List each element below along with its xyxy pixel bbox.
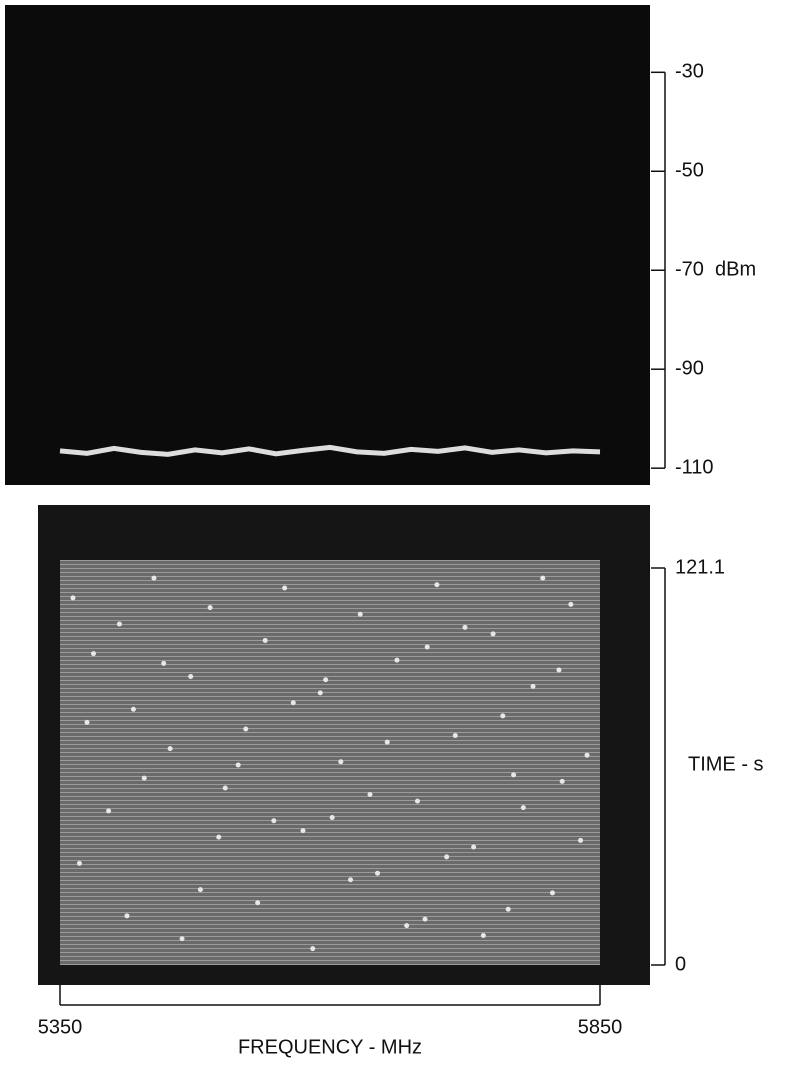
y-axis-label: TIME - s	[688, 753, 764, 775]
event-dot	[584, 752, 590, 758]
event-dot	[271, 818, 277, 824]
y-tick-label: -70	[675, 259, 704, 281]
x-tick-label: 5350	[38, 1016, 83, 1038]
event-dot	[414, 798, 420, 804]
event-dot	[505, 906, 511, 912]
event-dot	[207, 605, 213, 611]
waterfall-field	[60, 560, 600, 965]
x-axis-label: FREQUENCY - MHz	[238, 1036, 422, 1058]
event-dot	[540, 575, 546, 581]
event-dot	[404, 923, 410, 929]
event-dot	[179, 936, 185, 942]
event-dot	[329, 814, 335, 820]
event-dot	[90, 651, 96, 657]
y-tick-label: 121.1	[675, 556, 725, 578]
event-dot	[167, 746, 173, 752]
y-tick-label: -30	[675, 61, 704, 83]
event-dot	[511, 772, 517, 778]
event-dot	[151, 575, 157, 581]
event-dot	[500, 713, 506, 719]
event-dot	[338, 759, 344, 765]
event-dot	[394, 657, 400, 663]
y-axis-label: dBm	[715, 258, 756, 280]
event-dot	[290, 700, 296, 706]
event-dot	[130, 706, 136, 712]
event-dot	[76, 860, 82, 866]
event-dot	[462, 624, 468, 630]
event-dot	[222, 785, 228, 791]
event-dot	[452, 733, 458, 739]
event-dot	[556, 667, 562, 673]
y-tick-label: -90	[675, 357, 704, 379]
event-dot	[243, 726, 249, 732]
event-dot	[357, 611, 363, 617]
event-dot	[424, 644, 430, 650]
event-dot	[216, 834, 222, 840]
event-dot	[197, 887, 203, 893]
event-dot	[161, 660, 167, 666]
event-dot	[578, 837, 584, 843]
event-dot	[70, 595, 76, 601]
event-dot	[375, 870, 381, 876]
event-dot	[262, 637, 268, 643]
event-dot	[559, 778, 565, 784]
event-dot	[116, 621, 122, 627]
event-dot	[471, 844, 477, 850]
event-dot	[124, 913, 130, 919]
event-dot	[323, 677, 329, 683]
event-dot	[141, 775, 147, 781]
event-dot	[188, 674, 194, 680]
event-dot	[568, 601, 574, 607]
event-dot	[317, 690, 323, 696]
event-dot	[348, 877, 354, 883]
event-dot	[384, 739, 390, 745]
event-dot	[282, 585, 288, 591]
y-tick-label: 0	[675, 953, 686, 975]
y-tick-label: -110	[675, 456, 714, 478]
event-dot	[84, 719, 90, 725]
event-dot	[490, 631, 496, 637]
trace	[59, 444, 601, 457]
event-dot	[106, 808, 112, 814]
event-dot	[255, 900, 261, 906]
event-dot	[300, 828, 306, 834]
event-dot	[549, 890, 555, 896]
event-dot	[520, 805, 526, 811]
event-dot	[530, 683, 536, 689]
spectrum-panel	[5, 5, 650, 485]
event-dot	[480, 932, 486, 938]
event-dot	[235, 762, 241, 768]
x-tick-label: 5850	[578, 1016, 623, 1038]
event-dot	[310, 946, 316, 952]
event-dot	[367, 792, 373, 798]
event-dot	[434, 582, 440, 588]
y-tick-label: -50	[675, 160, 704, 182]
event-dot	[422, 916, 428, 922]
event-dot	[444, 854, 450, 860]
